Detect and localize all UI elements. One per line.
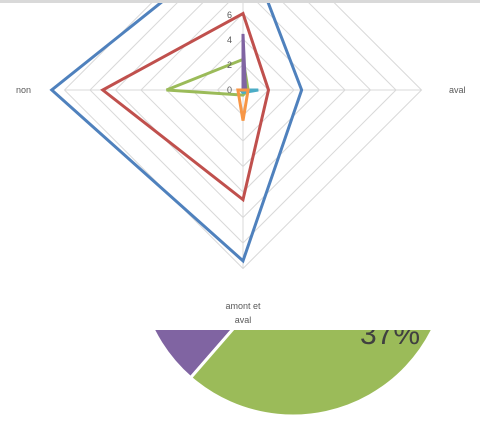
radar-series-6 bbox=[236, 88, 250, 121]
radar-series-4 bbox=[241, 33, 248, 92]
radar-chart-panel: 0 2 4 6 non aval amont et aval bbox=[0, 0, 480, 325]
axis-label-non: non bbox=[16, 85, 31, 95]
axis-label-aval: aval bbox=[449, 85, 466, 95]
pie-slice-label-37: 37% bbox=[360, 330, 420, 351]
radar-chart: 0 2 4 6 non aval amont et aval bbox=[16, 0, 466, 325]
axis-label-amont-et-aval-line1: amont et bbox=[225, 301, 261, 311]
tick-label-0: 0 bbox=[227, 85, 232, 95]
tick-label-2: 2 bbox=[227, 60, 232, 70]
radar-tick-labels: 0 2 4 6 bbox=[227, 10, 232, 95]
panel-top-border bbox=[0, 0, 480, 3]
radar-series-2 bbox=[100, 11, 271, 203]
pie-chart-panel: 37% bbox=[0, 330, 480, 425]
pie-chart: 37% bbox=[151, 330, 434, 418]
radar-series-1 bbox=[49, 0, 304, 264]
radar-axis-labels: non aval amont et aval bbox=[16, 85, 466, 325]
axis-label-amont-et-aval-line2: aval bbox=[235, 315, 252, 325]
tick-label-4: 4 bbox=[227, 35, 232, 45]
radar-series-group bbox=[49, 0, 304, 264]
pie-slice-purple bbox=[151, 330, 235, 380]
pie-slice-green bbox=[188, 330, 434, 418]
tick-label-6: 6 bbox=[227, 10, 232, 20]
